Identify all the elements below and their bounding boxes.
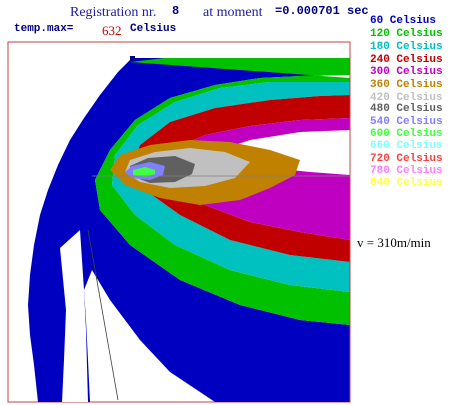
zone-60: [28, 58, 350, 402]
tool-flank-line: [87, 229, 119, 401]
moment-value: =0.000701 sec: [275, 4, 369, 18]
legend-item-120: 120 Celsius: [370, 28, 443, 40]
legend-item-720: 720 Celsius: [370, 153, 443, 165]
legend-item-600: 600 Celsius: [370, 128, 443, 140]
zone-600: [133, 167, 155, 177]
zone-240: [130, 95, 350, 262]
legend-item-360: 360 Celsius: [370, 79, 443, 91]
legend-item-480: 480 Celsius: [370, 103, 443, 115]
legend-item-180: 180 Celsius: [370, 41, 443, 53]
legend-item-540: 540 Celsius: [370, 116, 443, 128]
legend-item-780: 780 Celsius: [370, 165, 443, 177]
legend-item-240: 240 Celsius: [370, 54, 443, 66]
legend-item-660: 660 Celsius: [370, 140, 443, 152]
zone-120: [95, 58, 350, 325]
chip-tip-marker: [130, 56, 135, 61]
legend-item-840: 840 Celsius: [370, 177, 443, 189]
registration-value: 8: [172, 4, 180, 18]
zone-180: [112, 82, 350, 292]
registration-label: Registration nr.: [70, 5, 157, 20]
legend-item-300: 300 Celsius: [370, 66, 443, 78]
temp-max-unit: Celsius: [130, 23, 177, 35]
legend-item-60: 60 Celsius: [370, 15, 437, 27]
legend-item-420: 420 Celsius: [370, 92, 443, 104]
velocity-label: v = 310m/min: [357, 235, 431, 250]
temp-max-label: temp.max=: [14, 23, 74, 35]
tool-gap: [60, 230, 88, 402]
temp-max-value: 632: [102, 23, 122, 38]
edge-cells: [68, 112, 98, 188]
moment-label: at moment: [203, 5, 263, 20]
